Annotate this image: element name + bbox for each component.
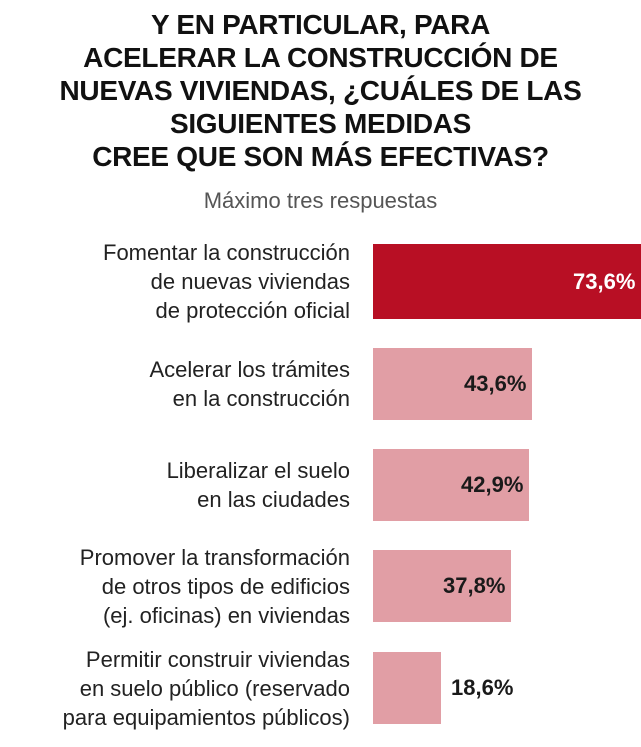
category-label-line: Acelerar los trámites — [149, 357, 350, 382]
bar-value-label: 18,6% — [451, 675, 514, 700]
chart-title-line: Y EN PARTICULAR, PARA — [150, 9, 491, 40]
category-label-line: Liberalizar el suelo — [166, 458, 350, 483]
category-label: Fomentar la construcción de nuevas vivien… — [10, 238, 350, 325]
category-label-line: en suelo público (reservado — [79, 675, 350, 701]
category-label-line: (ej. oficinas) en viviendas — [102, 602, 350, 628]
category-label: Promover la transformación de otros tipos… — [10, 543, 350, 630]
bar-value-label: 37,8% — [443, 573, 506, 598]
category-label-line: Permitir construir viviendas — [85, 646, 350, 672]
category-label-line: de protección oficial — [155, 298, 350, 323]
category-label: Liberalizar el suelo en las ciudades — [10, 456, 350, 514]
chart-title-line: NUEVAS VIVIENDAS, ¿CUÁLES DE LAS — [59, 75, 582, 106]
chart-title-line: SIGUIENTES MEDIDAS — [169, 108, 472, 139]
bar-value-label: 42,9% — [461, 472, 524, 497]
bar — [373, 652, 441, 724]
bar — [373, 449, 529, 521]
chart-title-line: CREE QUE SON MÁS EFECTIVAS? — [92, 141, 549, 172]
category-label-line: Promover la transformación — [79, 544, 350, 570]
category-label-line: en las ciudades — [197, 487, 350, 512]
chart-subtitle: Máximo tres respuestas — [203, 188, 438, 213]
bar — [373, 244, 641, 319]
chart-title-line: ACELERAR LA CONSTRUCCIÓN DE — [83, 42, 558, 73]
bar-value-label: 73,6% — [573, 268, 636, 294]
category-label-line: para equipamientos públicos) — [62, 704, 350, 730]
category-label-line: de nuevas viviendas — [150, 269, 350, 294]
bar-value-label: 43,6% — [464, 371, 527, 396]
category-label-line: en la construcción — [172, 386, 350, 411]
bar — [373, 348, 532, 420]
category-label: Permitir construir viviendas en suelo púb… — [10, 645, 350, 732]
bar — [373, 550, 511, 622]
category-label-line: de otros tipos de edificios — [101, 573, 350, 599]
chart-title: Y EN PARTICULAR, PARA ACELERAR LA CONSTR… — [0, 8, 641, 173]
category-label: Acelerar los trámites en la construcción — [10, 355, 350, 413]
category-label-line: Fomentar la construcción — [103, 240, 350, 265]
